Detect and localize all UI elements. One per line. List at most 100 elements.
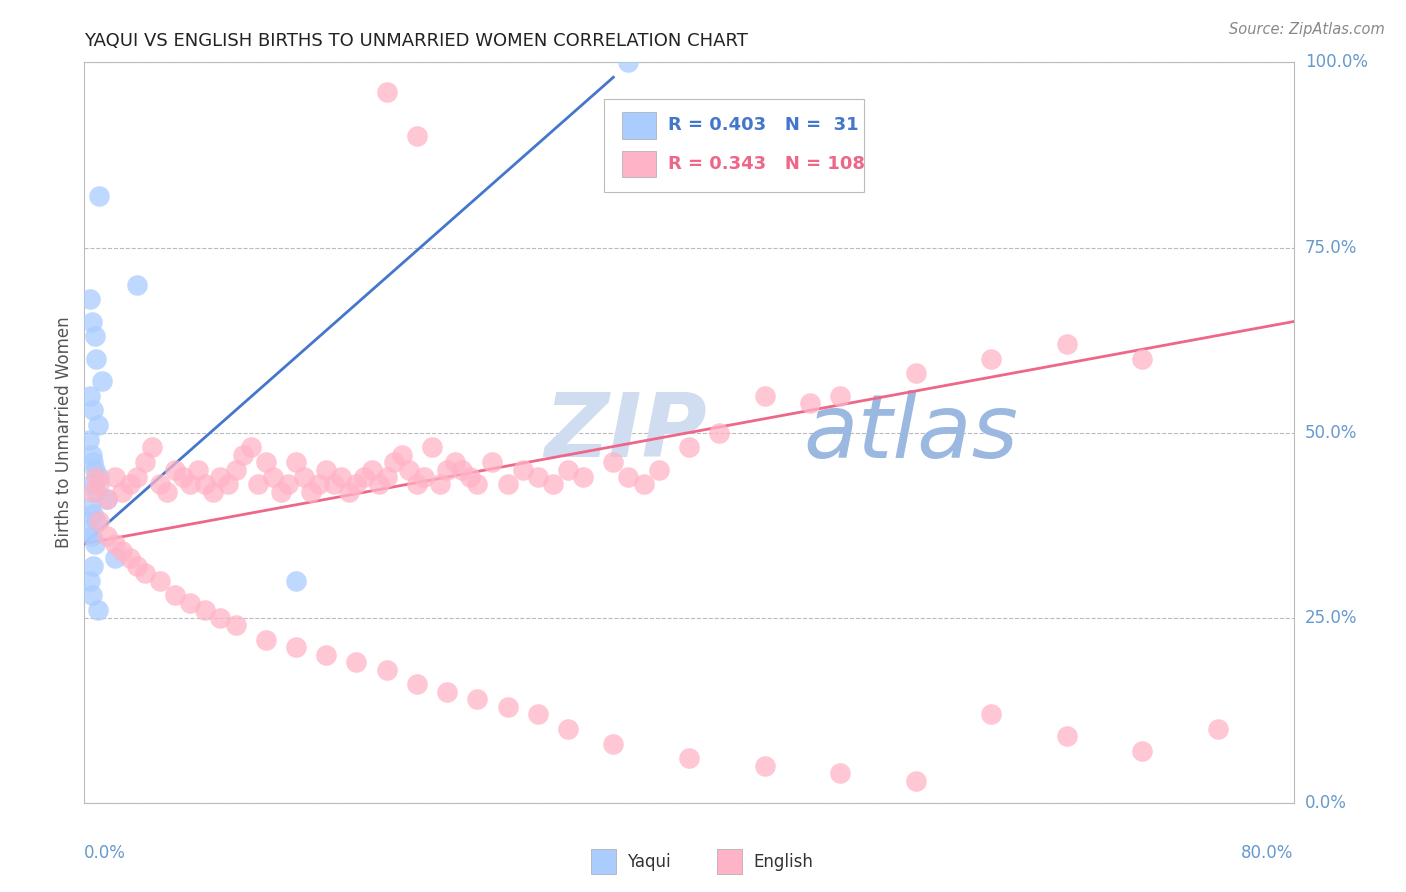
- Point: [104, 551, 127, 566]
- Point: [84, 536, 107, 550]
- Point: [96, 492, 118, 507]
- Point: [572, 470, 595, 484]
- Point: [82, 455, 104, 469]
- Text: 0.0%: 0.0%: [84, 844, 127, 862]
- Y-axis label: Births to Unmarried Women: Births to Unmarried Women: [55, 317, 73, 549]
- Point: [315, 648, 337, 662]
- Point: [904, 773, 927, 788]
- Point: [247, 477, 270, 491]
- Point: [225, 462, 247, 476]
- Point: [436, 462, 458, 476]
- Point: [111, 484, 134, 499]
- Point: [209, 610, 232, 624]
- Point: [443, 455, 465, 469]
- Point: [1056, 336, 1078, 351]
- Point: [165, 462, 187, 476]
- Point: [315, 462, 337, 476]
- Text: 75.0%: 75.0%: [1305, 238, 1357, 257]
- Point: [79, 388, 101, 402]
- FancyBboxPatch shape: [605, 99, 865, 192]
- Point: [406, 129, 429, 144]
- Point: [134, 566, 156, 581]
- Point: [232, 448, 254, 462]
- Point: [86, 470, 108, 484]
- Text: YAQUI VS ENGLISH BIRTHS TO UNMARRIED WOMEN CORRELATION CHART: YAQUI VS ENGLISH BIRTHS TO UNMARRIED WOM…: [84, 32, 748, 50]
- Text: 25.0%: 25.0%: [1305, 608, 1357, 627]
- Point: [481, 455, 503, 469]
- Point: [1056, 729, 1078, 743]
- Point: [86, 515, 108, 529]
- Point: [86, 351, 108, 366]
- Point: [96, 492, 118, 507]
- Point: [80, 529, 103, 543]
- Text: ZIP: ZIP: [544, 389, 707, 476]
- Point: [254, 455, 277, 469]
- Point: [179, 477, 201, 491]
- Point: [754, 758, 776, 772]
- Point: [467, 692, 489, 706]
- Text: 0.0%: 0.0%: [1305, 794, 1347, 812]
- Point: [285, 455, 308, 469]
- Point: [375, 85, 398, 99]
- Point: [254, 632, 277, 647]
- Point: [134, 455, 156, 469]
- Point: [346, 477, 368, 491]
- Point: [82, 403, 104, 417]
- Point: [89, 470, 111, 484]
- Point: [104, 536, 127, 550]
- Point: [118, 551, 141, 566]
- Point: [799, 396, 821, 410]
- Point: [322, 477, 344, 491]
- Point: [79, 500, 101, 514]
- Point: [633, 477, 655, 491]
- Point: [111, 544, 134, 558]
- Point: [648, 462, 671, 476]
- Point: [84, 329, 107, 343]
- Point: [77, 522, 100, 536]
- Point: [141, 441, 163, 455]
- Point: [91, 374, 114, 388]
- Text: atlas: atlas: [804, 390, 1019, 475]
- Point: [79, 293, 101, 307]
- Text: 80.0%: 80.0%: [1241, 844, 1294, 862]
- Point: [225, 618, 247, 632]
- Point: [299, 484, 322, 499]
- Point: [127, 277, 149, 292]
- Point: [96, 529, 118, 543]
- Point: [368, 477, 391, 491]
- Point: [337, 484, 360, 499]
- Point: [391, 448, 413, 462]
- Point: [80, 589, 103, 603]
- Text: English: English: [754, 853, 814, 871]
- Bar: [623, 112, 657, 138]
- Point: [209, 470, 232, 484]
- Point: [527, 706, 550, 721]
- Point: [678, 751, 700, 765]
- Point: [201, 484, 224, 499]
- Point: [557, 462, 579, 476]
- Point: [80, 477, 103, 491]
- Point: [194, 477, 217, 491]
- Point: [709, 425, 731, 440]
- Text: R = 0.343   N = 108: R = 0.343 N = 108: [668, 155, 865, 173]
- Point: [217, 477, 239, 491]
- Point: [80, 448, 103, 462]
- Point: [285, 640, 308, 655]
- Point: [496, 699, 519, 714]
- Point: [89, 188, 111, 202]
- Point: [360, 462, 382, 476]
- Point: [149, 477, 172, 491]
- Point: [239, 441, 262, 455]
- Point: [602, 737, 624, 751]
- Point: [678, 441, 700, 455]
- Point: [830, 388, 852, 402]
- Point: [602, 455, 624, 469]
- Point: [165, 589, 187, 603]
- Point: [285, 574, 308, 588]
- Point: [557, 722, 579, 736]
- Point: [436, 685, 458, 699]
- Point: [80, 314, 103, 328]
- Point: [127, 470, 149, 484]
- Point: [308, 477, 330, 491]
- Point: [277, 477, 299, 491]
